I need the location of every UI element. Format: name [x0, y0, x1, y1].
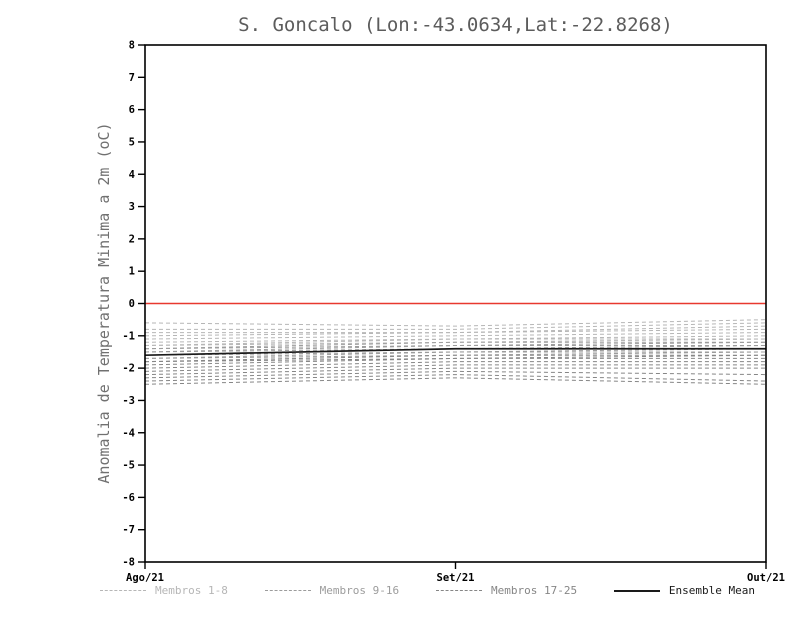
x-tick-label: Out/21	[747, 572, 785, 584]
legend-item-membros-1-8: Membros 1-8	[100, 584, 228, 597]
legend-item-membros-9-16: Membros 9-16	[264, 584, 400, 597]
member-line	[144, 351, 766, 359]
x-tick-label: Set/21	[437, 572, 475, 584]
member-lines	[144, 319, 767, 385]
member-line	[144, 332, 767, 340]
y-tick-label: -8	[122, 557, 135, 569]
member-line	[144, 354, 766, 363]
y-axis-ticks: -8 -7 -6 -5 -4 -3 -2 -1 0 1 2 3 4 5 6 7 8	[122, 40, 145, 569]
legend: Membros 1-8 Membros 9-16 Membros 17-25 E…	[100, 584, 755, 597]
chart-title: S. Goncalo (Lon:-43.0634,Lat:-22.8268)	[238, 14, 673, 36]
legend-label: Ensemble Mean	[668, 584, 755, 597]
y-tick-label: 3	[129, 201, 135, 213]
y-tick-label: 4	[129, 169, 135, 181]
y-tick-label: -1	[122, 330, 135, 342]
legend-item-ensemble-mean: Ensemble Mean	[613, 584, 755, 597]
y-tick-label: 2	[129, 233, 135, 245]
dashed-line-swatch	[264, 590, 311, 591]
member-line	[144, 345, 766, 353]
y-tick-label: 8	[129, 40, 135, 52]
member-line	[144, 364, 766, 372]
member-line	[144, 370, 767, 379]
member-line	[144, 377, 767, 385]
y-tick-label: -3	[122, 395, 135, 407]
x-axis-ticks: Ago/21 Set/21 Out/21	[126, 562, 785, 584]
member-line	[144, 361, 766, 369]
x-tick-label: Ago/21	[126, 572, 164, 584]
member-line	[144, 357, 766, 366]
y-tick-label: -4	[122, 427, 135, 439]
member-line	[144, 367, 766, 376]
y-tick-label: -2	[122, 363, 135, 375]
y-tick-label: 1	[129, 266, 135, 278]
legend-label: Membros 1-8	[155, 584, 228, 597]
y-tick-label: 0	[129, 298, 135, 310]
ensemble-mean-line	[144, 347, 766, 357]
legend-label: Membros 17-25	[490, 584, 578, 597]
y-tick-label: -7	[122, 524, 135, 536]
member-line	[144, 374, 767, 382]
legend-item-membros-17-25: Membros 17-25	[435, 584, 578, 597]
y-tick-label: 6	[129, 104, 135, 116]
dashed-line-swatch	[435, 590, 482, 591]
member-line	[144, 328, 767, 337]
member-line	[144, 319, 767, 327]
member-line	[144, 338, 766, 347]
legend-label: Membros 9-16	[319, 584, 400, 597]
member-line	[144, 341, 766, 350]
solid-line-swatch	[613, 589, 660, 592]
y-tick-label: 5	[129, 136, 135, 148]
y-tick-label: -5	[122, 460, 135, 472]
member-line	[145, 322, 767, 330]
y-tick-label: -6	[122, 492, 135, 504]
y-tick-label: 7	[129, 72, 135, 84]
dashed-line-swatch	[100, 590, 146, 591]
